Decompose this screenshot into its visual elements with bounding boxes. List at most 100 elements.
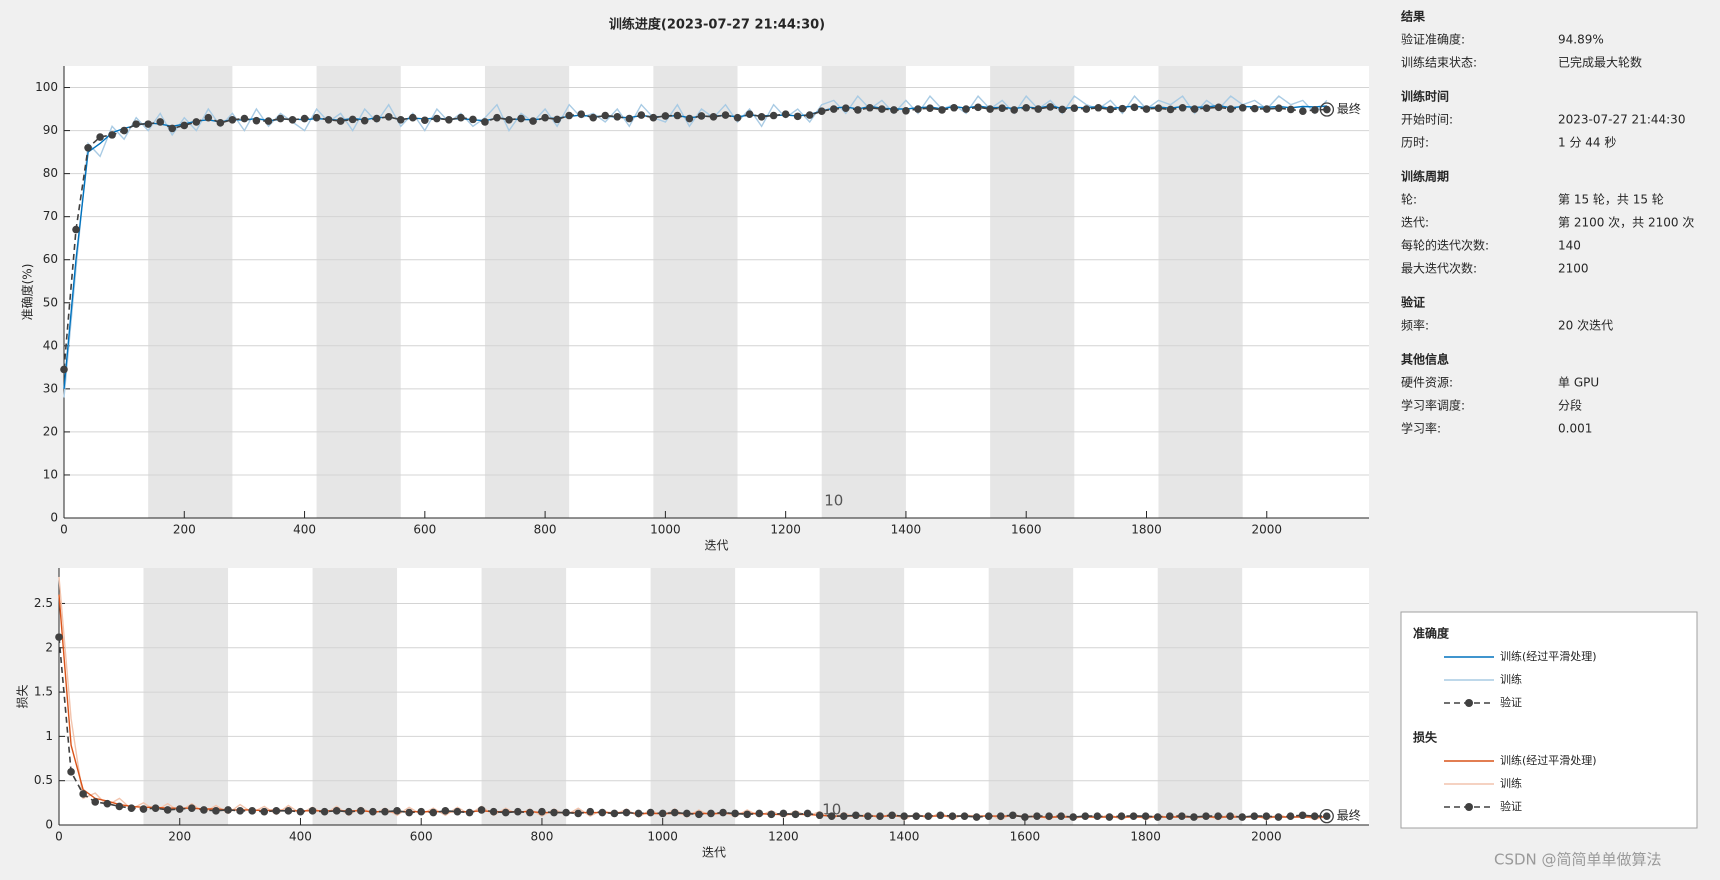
series-marker	[948, 812, 957, 820]
x-tick-label: 1000	[650, 523, 681, 537]
series-marker	[685, 114, 694, 123]
series-marker	[962, 105, 970, 113]
x-axis-label: 迭代	[702, 846, 726, 860]
series-marker	[721, 111, 730, 119]
x-tick-label: 800	[530, 830, 553, 844]
series-marker	[998, 104, 1006, 112]
series-marker	[192, 118, 201, 126]
series-marker	[529, 117, 537, 125]
series-marker	[168, 124, 177, 133]
series-marker	[384, 112, 393, 121]
series-marker	[67, 768, 75, 776]
series-marker	[634, 809, 643, 818]
series-marker	[622, 808, 631, 817]
epoch-band	[484, 66, 570, 518]
series-marker	[481, 118, 489, 126]
series-marker	[793, 112, 802, 121]
series-marker	[405, 808, 413, 817]
x-tick-label: 400	[293, 523, 316, 537]
series-marker	[357, 807, 365, 815]
section-title: 训练时间	[1401, 89, 1449, 104]
series-marker	[1202, 812, 1210, 820]
series-marker	[1250, 812, 1259, 820]
series-marker	[1250, 104, 1259, 113]
info-value: 第 2100 次，共 2100 次	[1558, 216, 1694, 230]
series-marker	[719, 808, 727, 817]
series-marker	[417, 807, 426, 816]
series-marker	[288, 116, 297, 124]
x-tick-label: 1200	[768, 830, 799, 844]
series-marker	[489, 807, 498, 816]
series-marker	[163, 806, 172, 814]
series-marker	[757, 112, 766, 121]
y-tick-label: 60	[43, 252, 58, 266]
series-marker	[601, 111, 610, 120]
section-title: 训练周期	[1401, 169, 1449, 184]
series-marker	[216, 119, 225, 127]
legend-label: 验证	[1500, 695, 1522, 709]
series-marker	[1238, 103, 1247, 112]
info-label: 学习率调度:	[1401, 398, 1465, 413]
series-marker	[421, 116, 429, 125]
series-marker	[248, 807, 256, 815]
series-marker	[324, 116, 333, 124]
series-marker	[1202, 104, 1211, 112]
y-tick-label: 2	[45, 640, 53, 654]
series-marker	[1238, 813, 1247, 821]
series-marker	[1022, 103, 1031, 112]
series-marker	[344, 807, 353, 816]
series-marker	[332, 807, 341, 815]
info-label: 迭代:	[1401, 216, 1429, 230]
series-marker	[1311, 106, 1319, 114]
series-line	[63, 106, 1327, 370]
info-label: 轮:	[1401, 193, 1417, 207]
x-axis-label: 迭代	[704, 539, 728, 553]
series-marker	[936, 811, 945, 820]
x-tick-label: 200	[173, 523, 196, 537]
series-marker	[1021, 813, 1029, 821]
series-marker	[381, 807, 389, 816]
series-marker	[1129, 812, 1138, 820]
series-marker	[1070, 104, 1079, 112]
series-marker	[120, 126, 128, 135]
series-marker	[91, 798, 100, 806]
series-marker	[745, 110, 754, 119]
series-marker	[1178, 812, 1186, 820]
section-title: 其他信息	[1401, 352, 1449, 367]
legend-label: 验证	[1500, 799, 1522, 813]
series-marker	[457, 113, 465, 122]
series-marker	[156, 118, 165, 126]
series-marker	[598, 808, 607, 817]
series-marker	[493, 113, 501, 122]
y-tick-label: 30	[43, 381, 58, 395]
series-marker	[409, 113, 417, 122]
annotation: 10	[824, 491, 843, 509]
series-marker	[336, 117, 345, 125]
info-value: 第 15 轮，共 15 轮	[1558, 193, 1664, 207]
series-marker	[767, 810, 776, 819]
info-value: 0.001	[1558, 422, 1592, 436]
series-marker	[538, 807, 546, 816]
series-marker	[312, 113, 321, 122]
series-marker	[139, 805, 148, 813]
series-marker	[276, 114, 285, 123]
series-marker	[240, 114, 249, 123]
y-tick-label: 20	[43, 424, 58, 438]
y-tick-label: 10	[43, 467, 58, 481]
series-marker	[1082, 105, 1091, 113]
series-marker	[1118, 104, 1127, 113]
x-tick-label: 0	[60, 523, 68, 537]
series-marker	[1165, 812, 1174, 820]
x-tick-label: 1800	[1131, 523, 1162, 537]
series-marker	[1190, 813, 1198, 821]
series-marker	[180, 121, 189, 130]
series-marker	[697, 112, 706, 120]
y-axis-label: 损失	[15, 684, 30, 708]
series-marker	[453, 807, 462, 816]
series-marker	[1034, 105, 1043, 113]
series-marker	[854, 106, 862, 114]
x-tick-label: 1800	[1130, 830, 1161, 844]
epoch-band	[653, 66, 738, 518]
series-marker	[649, 113, 658, 122]
